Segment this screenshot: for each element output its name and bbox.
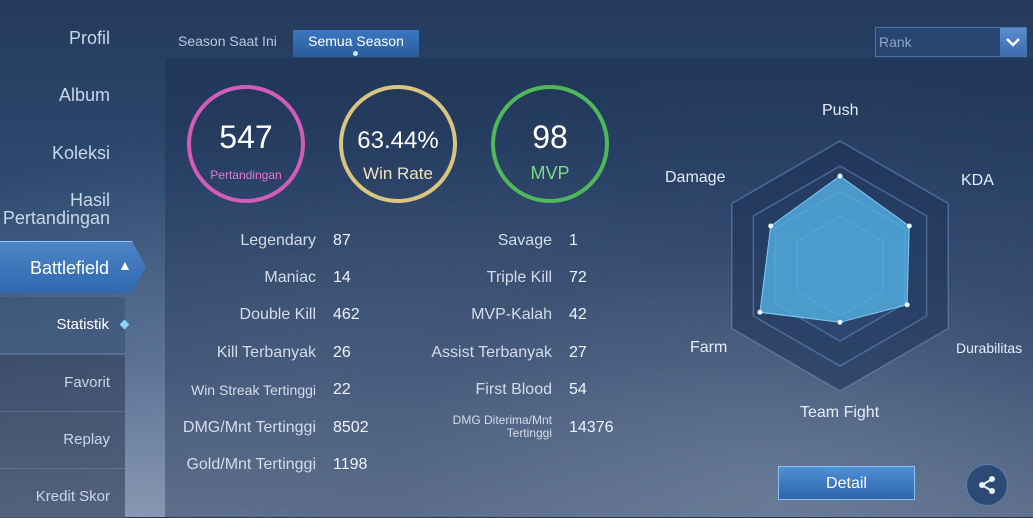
radar-axis-label: Farm bbox=[690, 339, 728, 356]
sidebar-subitem-statistik[interactable]: Statistik bbox=[0, 297, 130, 354]
radar-axis-label: Damage bbox=[665, 169, 726, 186]
stat-label: Win Streak Tertinggi bbox=[190, 382, 316, 398]
stat-value: 27 bbox=[569, 344, 587, 361]
stat-value: 14376 bbox=[569, 419, 614, 436]
kredit-skor-label: Kredit Skor bbox=[35, 488, 110, 505]
sidebar-item-album[interactable]: Album bbox=[58, 85, 110, 105]
matches-circle: 547 Pertandingan bbox=[187, 85, 305, 203]
sidebar-item-hasil-line1: Hasil bbox=[69, 190, 110, 210]
stat-value: 14 bbox=[333, 269, 351, 286]
tab-semua-season-label: Semua Season bbox=[308, 33, 404, 49]
stat-value: 8502 bbox=[333, 419, 369, 436]
stat-label-multiline: DMG Diterima/Mnt Tertinggi bbox=[400, 414, 552, 440]
sidebar-subitem-favorit[interactable]: Favorit bbox=[0, 355, 125, 412]
winrate-label: Win Rate bbox=[363, 164, 433, 183]
radar-axis-label: KDA bbox=[961, 172, 994, 189]
stat-value: 42 bbox=[569, 306, 587, 323]
chevron-up-icon: ▲ bbox=[118, 257, 132, 273]
stat-label: Double Kill bbox=[239, 306, 316, 323]
battlefield-label: Battlefield bbox=[30, 258, 110, 278]
stat-value: 26 bbox=[333, 344, 351, 361]
stat-label: DMG/Mnt Tertinggi bbox=[182, 419, 316, 436]
radar-axis-label: Team Fight bbox=[800, 404, 880, 421]
sidebar-item-hasil-pertandingan[interactable]: Hasil Pertandingan bbox=[0, 191, 110, 227]
matches-label: Pertandingan bbox=[210, 168, 282, 182]
stat-label-line2: Tertinggi bbox=[506, 426, 552, 440]
sidebar-item-koleksi[interactable]: Koleksi bbox=[51, 143, 110, 163]
mvp-value: 98 bbox=[532, 119, 568, 155]
winrate-value: 63.44% bbox=[357, 127, 439, 154]
sidebar-subitem-kredit-skor[interactable]: Kredit Skor bbox=[0, 469, 125, 518]
stat-label: Kill Terbanyak bbox=[216, 344, 316, 361]
stat-label: Savage bbox=[497, 232, 552, 249]
sidebar-item-battlefield[interactable]: Battlefield ▲ bbox=[0, 241, 146, 293]
chevron-down-icon[interactable] bbox=[1000, 28, 1026, 56]
stat-value: 22 bbox=[333, 381, 351, 398]
sidebar-item-profil[interactable]: Profil bbox=[68, 28, 110, 48]
winrate-circle: 63.44% Win Rate bbox=[339, 85, 457, 203]
tab-season-saat-ini[interactable]: Season Saat Ini bbox=[178, 33, 277, 49]
stat-label: Legendary bbox=[240, 232, 316, 249]
favorit-label: Favorit bbox=[64, 374, 110, 391]
sidebar: Profil Album Koleksi Hasil Pertandingan … bbox=[0, 0, 150, 518]
active-tab-dot-icon bbox=[353, 51, 358, 56]
stat-label: Assist Terbanyak bbox=[431, 344, 552, 361]
tab-semua-season[interactable]: Semua Season bbox=[293, 30, 419, 57]
rank-dropdown[interactable]: Rank bbox=[875, 27, 1027, 57]
stat-label: Gold/Mnt Tertinggi bbox=[186, 456, 316, 473]
sidebar-subitem-replay[interactable]: Replay bbox=[0, 412, 125, 469]
share-icon[interactable] bbox=[966, 464, 1008, 506]
stat-label: Triple Kill bbox=[486, 269, 552, 286]
detail-button[interactable]: Detail bbox=[778, 466, 915, 500]
mvp-label: MVP bbox=[530, 163, 570, 183]
stat-label-line1: DMG Diterima/Mnt bbox=[452, 413, 552, 427]
rank-dropdown-value: Rank bbox=[879, 34, 912, 50]
matches-value: 547 bbox=[219, 119, 273, 155]
stat-value: 87 bbox=[333, 232, 351, 249]
radar-axis-label: Durabilitas bbox=[956, 340, 1023, 356]
stat-value: 1198 bbox=[333, 456, 368, 473]
replay-label: Replay bbox=[63, 431, 110, 448]
stat-value: 1 bbox=[569, 232, 578, 249]
radar-axis-label: Push bbox=[822, 102, 859, 119]
stat-label: First Blood bbox=[475, 381, 552, 398]
statistik-label: Statistik bbox=[56, 316, 109, 333]
stat-value: 72 bbox=[569, 269, 587, 286]
mvp-circle: 98 MVP bbox=[491, 85, 609, 203]
stat-value: 462 bbox=[333, 306, 360, 323]
sidebar-item-hasil-line2: Pertandingan bbox=[2, 208, 110, 228]
active-indicator-icon bbox=[119, 319, 130, 330]
stat-value: 54 bbox=[569, 381, 587, 398]
stat-label: Maniac bbox=[264, 269, 316, 286]
stat-label: MVP-Kalah bbox=[471, 306, 552, 323]
